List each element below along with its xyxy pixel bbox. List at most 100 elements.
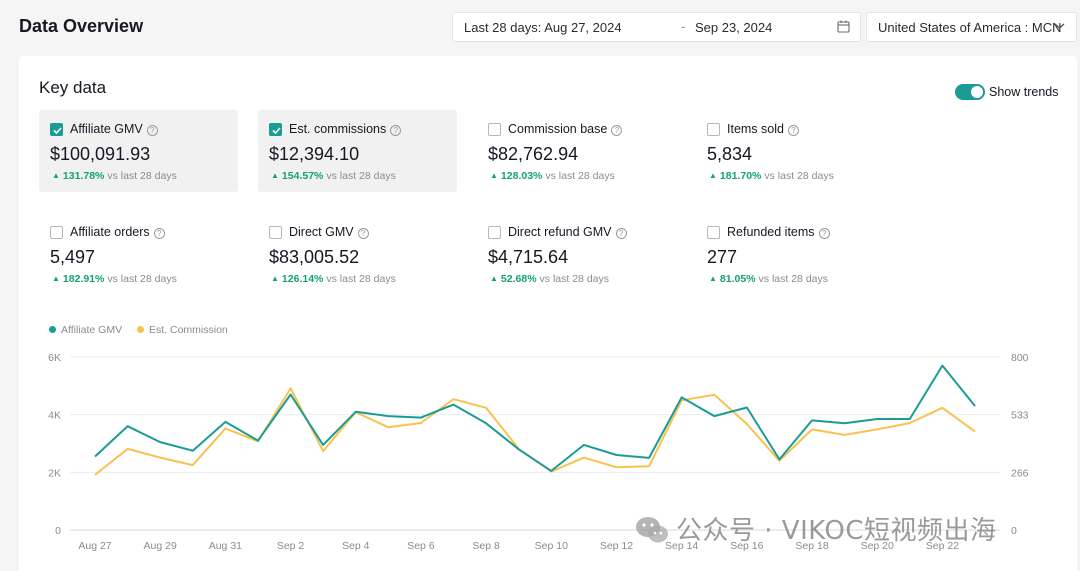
help-icon[interactable]: ?	[357, 228, 369, 239]
chart-legend: Affiliate GMV Est. Commission	[49, 324, 240, 336]
show-trends-toggle[interactable]	[955, 84, 985, 100]
legend-dot	[49, 326, 56, 333]
region-select[interactable]: United States of America : MCN	[866, 12, 1077, 42]
metric-label: Direct GMV?	[289, 225, 369, 239]
up-arrow-icon: ▲	[709, 171, 717, 180]
y-left-tick-label: 0	[55, 525, 61, 537]
up-arrow-icon: ▲	[490, 274, 498, 283]
y-left-tick-label: 2K	[48, 467, 61, 479]
metric-tile[interactable]: Affiliate orders? 5,497 ▲ 182.91% vs last 28…	[39, 213, 238, 295]
series-line-affiliate-gmv	[94, 364, 976, 472]
metric-checkbox[interactable]	[707, 226, 720, 239]
help-icon[interactable]: ?	[818, 228, 830, 239]
metric-change-pct: 81.05%	[719, 273, 756, 285]
up-arrow-icon: ▲	[490, 171, 498, 180]
metric-value: $82,762.94	[488, 144, 579, 164]
legend-dot	[137, 326, 144, 333]
metric-label-text: Refunded items	[727, 225, 815, 239]
metric-change: ▲ 52.68% vs last 28 days	[490, 273, 609, 285]
help-icon[interactable]: ?	[390, 125, 402, 136]
metric-label: Affiliate orders?	[70, 225, 165, 239]
date-separator: -	[681, 19, 686, 34]
metric-tile[interactable]: Direct refund GMV? $4,715.64 ▲ 52.68% vs las…	[477, 213, 676, 295]
y-right-tick-label: 266	[1011, 467, 1029, 479]
metric-compare: vs last 28 days	[107, 170, 177, 182]
x-tick-label: Aug 29	[144, 540, 177, 552]
show-trends-label: Show trends	[989, 85, 1059, 99]
help-icon[interactable]: ?	[787, 125, 799, 136]
metric-label-text: Est. commissions	[289, 122, 387, 136]
chevron-down-icon	[1054, 23, 1065, 29]
metric-change: ▲ 126.14% vs last 28 days	[271, 273, 396, 285]
up-arrow-icon: ▲	[52, 274, 60, 283]
metric-label: Items sold?	[727, 122, 799, 136]
metric-label-text: Affiliate GMV	[70, 122, 143, 136]
y-right-tick-label: 800	[1011, 352, 1029, 364]
region-value: United States of America : MCN	[878, 20, 1062, 35]
x-tick-label: Sep 2	[277, 540, 305, 552]
metric-label: Commission base?	[508, 122, 623, 136]
metric-value: $12,394.10	[269, 144, 360, 164]
x-tick-label: Sep 4	[342, 540, 370, 552]
date-start[interactable]: Last 28 days: Aug 27, 2024	[464, 20, 622, 35]
metric-label-text: Affiliate orders	[70, 225, 150, 239]
help-icon[interactable]: ?	[615, 228, 627, 239]
metric-checkbox[interactable]	[707, 123, 720, 136]
metric-checkbox[interactable]	[488, 226, 501, 239]
metric-value: $83,005.52	[269, 247, 360, 267]
x-tick-label: Sep 6	[407, 540, 435, 552]
metric-label-text: Direct GMV	[289, 225, 354, 239]
metric-change: ▲ 154.57% vs last 28 days	[271, 170, 396, 182]
key-data-card: Key data Show trends Affiliate GMV? $100,…	[19, 56, 1077, 571]
legend-label: Est. Commission	[149, 324, 228, 336]
x-tick-label: Sep 22	[926, 540, 959, 552]
date-end[interactable]: Sep 23, 2024	[695, 20, 773, 35]
up-arrow-icon: ▲	[271, 274, 279, 283]
metric-change-pct: 181.70%	[719, 170, 762, 182]
toggle-knob	[971, 86, 983, 98]
help-icon[interactable]: ?	[146, 125, 158, 136]
metric-value: $4,715.64	[488, 247, 569, 267]
metric-checkbox[interactable]	[50, 123, 63, 136]
watermark-text: 公众号 · VIKOC短视频出海	[676, 516, 997, 546]
legend-item-affiliate-gmv[interactable]: Affiliate GMV	[49, 324, 122, 336]
metric-compare: vs last 28 days	[758, 273, 828, 285]
legend-item-est-commission[interactable]: Est. Commission	[137, 324, 228, 336]
check-icon	[53, 127, 62, 135]
metric-tile[interactable]: Commission base? $82,762.94 ▲ 128.03% vs las…	[477, 110, 676, 192]
metric-label-text: Items sold	[727, 122, 784, 136]
metric-compare: vs last 28 days	[764, 170, 834, 182]
up-arrow-icon: ▲	[271, 171, 279, 180]
metric-checkbox[interactable]	[488, 123, 501, 136]
metric-tile[interactable]: Affiliate GMV? $100,091.93 ▲ 131.78% vs last…	[39, 110, 238, 192]
metric-tile[interactable]: Refunded items? 277 ▲ 81.05% vs last 28 days	[696, 213, 895, 295]
metric-label-text: Commission base	[508, 122, 608, 136]
metric-compare: vs last 28 days	[545, 170, 615, 182]
metric-change-pct: 182.91%	[62, 273, 105, 285]
metric-compare: vs last 28 days	[326, 170, 396, 182]
page-title: Data Overview	[19, 16, 144, 36]
metric-checkbox[interactable]	[269, 226, 282, 239]
metric-change: ▲ 128.03% vs last 28 days	[490, 170, 615, 182]
date-range-picker[interactable]: Last 28 days: Aug 27, 2024 - Sep 23, 202…	[452, 12, 861, 42]
metric-checkbox[interactable]	[269, 123, 282, 136]
key-data-title: Key data	[39, 78, 107, 97]
metric-change-pct: 128.03%	[500, 170, 543, 182]
metric-tile[interactable]: Est. commissions? $12,394.10 ▲ 154.57% vs la…	[258, 110, 457, 192]
y-left-tick-label: 4K	[48, 410, 61, 422]
metric-value: $100,091.93	[50, 144, 151, 164]
legend-label: Affiliate GMV	[61, 324, 123, 336]
metric-checkbox[interactable]	[50, 226, 63, 239]
help-icon[interactable]: ?	[611, 125, 623, 136]
y-right-tick-label: 0	[1011, 525, 1017, 537]
metric-label: Est. commissions?	[289, 122, 402, 136]
metric-label: Affiliate GMV?	[70, 122, 158, 136]
x-tick-label: Sep 18	[795, 540, 828, 552]
calendar-icon[interactable]	[837, 20, 850, 33]
metric-tile[interactable]: Items sold? 5,834 ▲ 181.70% vs last 28 days	[696, 110, 895, 192]
metric-tile[interactable]: Direct GMV? $83,005.52 ▲ 126.14% vs last 28 …	[258, 213, 457, 295]
help-icon[interactable]: ?	[153, 228, 165, 239]
x-tick-label: Sep 10	[535, 540, 568, 552]
x-tick-label: Aug 27	[78, 540, 111, 552]
